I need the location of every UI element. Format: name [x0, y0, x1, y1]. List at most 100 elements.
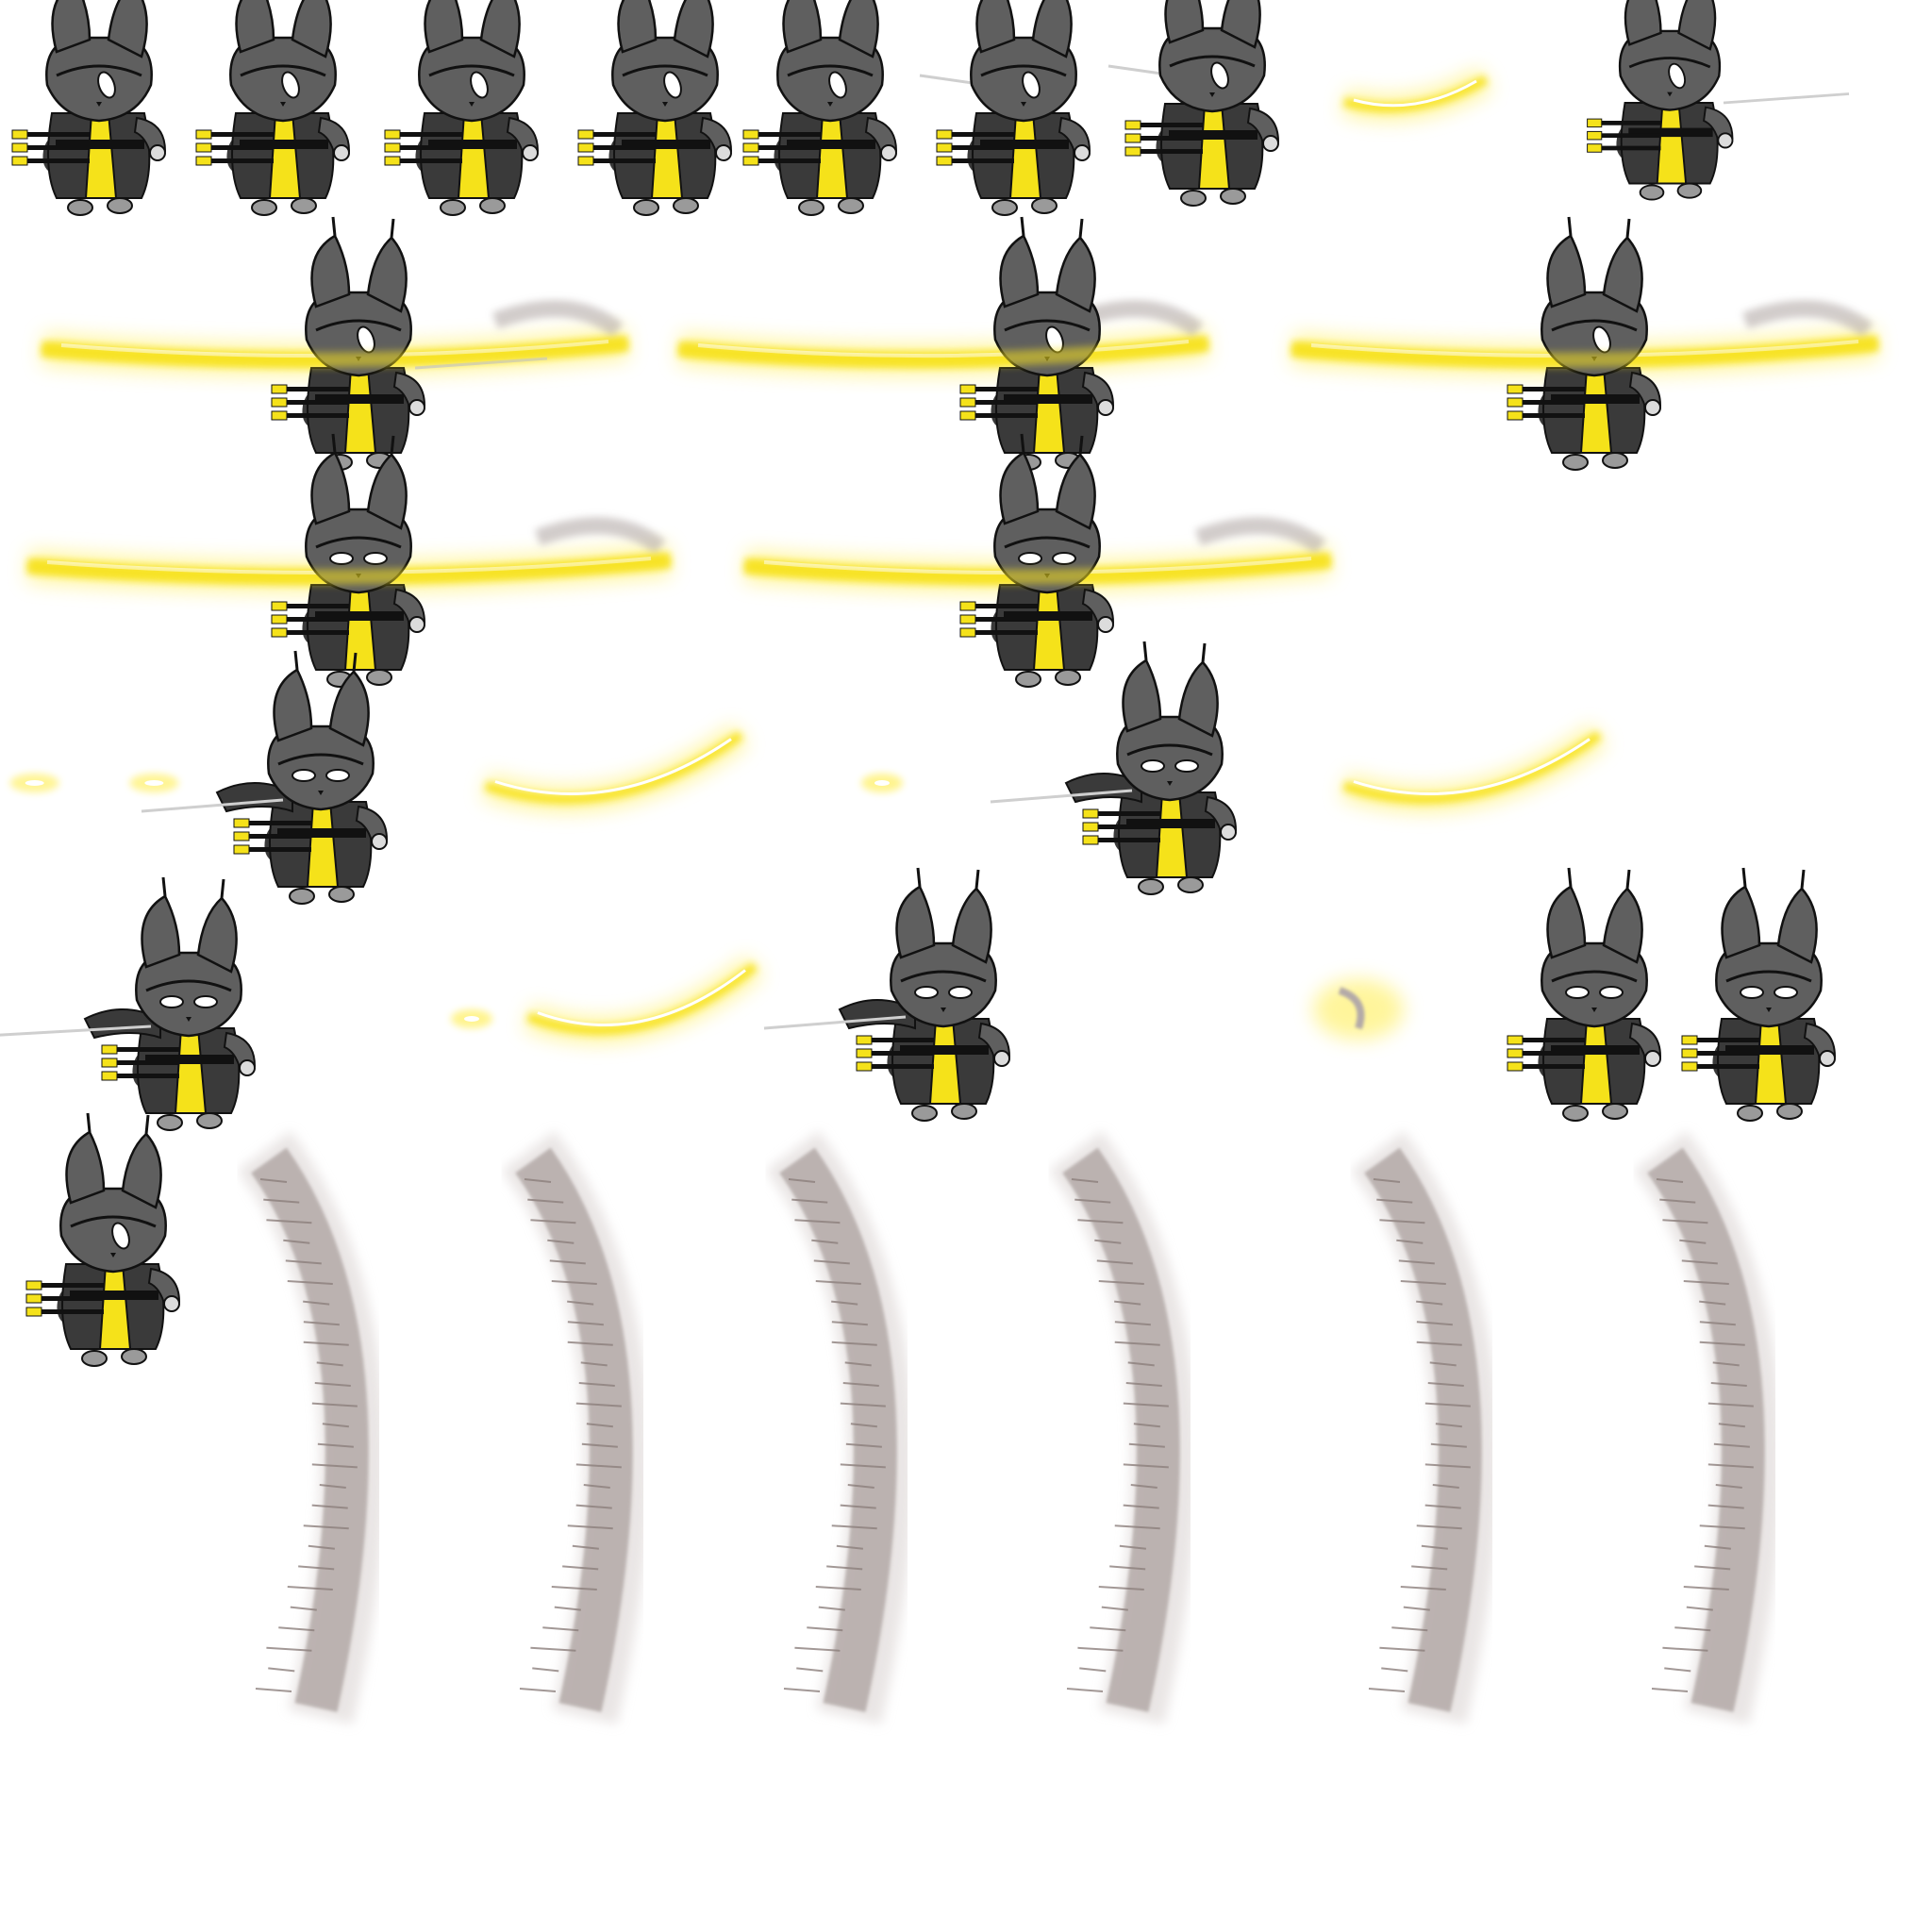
- dust-stroke: [1715, 1484, 1742, 1489]
- sheathed-sword: [1519, 1051, 1585, 1056]
- dust-stroke: [1674, 1626, 1711, 1632]
- sprite-frame-idle-2: [195, 0, 351, 216]
- left-ear: [51, 0, 92, 54]
- dust-stroke: [303, 1341, 349, 1346]
- nose: [941, 1008, 946, 1012]
- dust-stroke: [788, 1178, 816, 1183]
- dust-stroke: [278, 1626, 315, 1632]
- sword-tassel: [1587, 143, 1603, 153]
- glow-overlay: [744, 553, 1331, 585]
- mask-band: [1126, 743, 1213, 757]
- dust-stroke: [1416, 1524, 1462, 1530]
- right-hand: [1097, 616, 1114, 633]
- right-eye: [1174, 759, 1199, 773]
- arc-core: [484, 730, 743, 804]
- sword-tassel: [1507, 397, 1524, 408]
- eye: [97, 71, 116, 99]
- right-antenna: [1625, 869, 1631, 890]
- left-foot: [1180, 190, 1207, 207]
- right-foot: [366, 669, 392, 686]
- dust-stroke: [1098, 1280, 1144, 1285]
- right-foot: [1220, 188, 1246, 205]
- left-ear: [1122, 658, 1162, 733]
- sprite-frame-sparkle-2: [861, 774, 903, 792]
- dust-stroke: [794, 1646, 841, 1652]
- dust-stroke: [298, 1565, 335, 1571]
- dust-stroke: [1123, 1463, 1169, 1469]
- dust-stroke: [1656, 1178, 1684, 1183]
- sheathed-sword: [113, 1060, 179, 1065]
- left-foot: [157, 1114, 183, 1131]
- belt: [1628, 127, 1713, 138]
- mask-band: [56, 64, 142, 77]
- belt: [980, 140, 1069, 149]
- right-hand: [1074, 144, 1091, 161]
- dust-stroke: [791, 1198, 828, 1204]
- left-ear: [617, 0, 658, 54]
- sheathed-sword: [283, 400, 349, 405]
- mask-band: [900, 970, 987, 983]
- sheathed-sword: [755, 145, 821, 150]
- left-ear: [141, 894, 181, 969]
- mask-band: [622, 64, 708, 77]
- sheathed-sword: [1094, 811, 1160, 816]
- right-hand: [333, 144, 350, 161]
- dust-body: [1364, 1147, 1482, 1712]
- mask-band: [240, 64, 326, 77]
- left-foot: [440, 199, 466, 216]
- sheathed-sword: [38, 1309, 104, 1314]
- dust-stroke: [575, 1402, 622, 1407]
- sprite-frame-idle-4: [577, 0, 733, 216]
- sword-tassel: [959, 614, 976, 625]
- sheathed-sword: [948, 145, 1014, 150]
- sword-tassel: [959, 601, 976, 611]
- sword-tassel: [1507, 1048, 1524, 1058]
- left-ear: [895, 885, 936, 959]
- dust-stroke: [1686, 1606, 1713, 1611]
- dust-stroke: [1071, 1178, 1099, 1183]
- dust-stroke: [1421, 1544, 1448, 1550]
- dust-stroke: [815, 1280, 861, 1285]
- sheathed-sword: [972, 400, 1038, 405]
- dust-stroke: [578, 1382, 615, 1387]
- right-ear: [1677, 0, 1717, 51]
- dust-stroke: [1381, 1667, 1408, 1673]
- sprite-frame-attack-left-2: [990, 641, 1238, 895]
- dust-stroke: [844, 1361, 872, 1367]
- dust-stroke: [796, 1667, 824, 1673]
- left-foot: [251, 199, 277, 216]
- right-hand: [1262, 135, 1279, 152]
- dust-stroke: [1430, 1442, 1467, 1448]
- sword-tassel: [233, 844, 250, 855]
- right-ear: [1055, 453, 1096, 530]
- sprite-frame-dust-wave-5: [1350, 1131, 1499, 1724]
- dust-stroke: [287, 1586, 333, 1591]
- right-foot: [1602, 452, 1628, 469]
- sheathed-sword: [1598, 145, 1661, 151]
- right-eye: [1599, 986, 1624, 999]
- right-foot: [107, 197, 133, 214]
- sword-tassel: [384, 156, 401, 166]
- right-ear: [196, 896, 238, 974]
- sword-tassel: [25, 1280, 42, 1291]
- right-hand: [408, 399, 425, 416]
- belt: [622, 140, 710, 149]
- dust-stroke: [1432, 1484, 1459, 1489]
- right-foot: [196, 1112, 223, 1129]
- sword-tassel: [959, 397, 976, 408]
- sword-tassel: [856, 1048, 873, 1058]
- smoke-streak: [1741, 300, 1874, 338]
- dust-stroke: [1707, 1402, 1754, 1407]
- dust-stroke: [575, 1463, 622, 1469]
- sword-tassel: [577, 156, 594, 166]
- dust-stroke: [826, 1565, 863, 1571]
- right-foot: [479, 197, 506, 214]
- dust-stroke: [567, 1341, 613, 1346]
- dust-stroke: [580, 1361, 608, 1367]
- eye: [111, 1222, 130, 1250]
- dust-stroke: [527, 1198, 564, 1204]
- sword-tassel: [1507, 410, 1524, 421]
- slash-stripe-overlay: [1291, 336, 1878, 368]
- dust-stroke: [845, 1442, 882, 1448]
